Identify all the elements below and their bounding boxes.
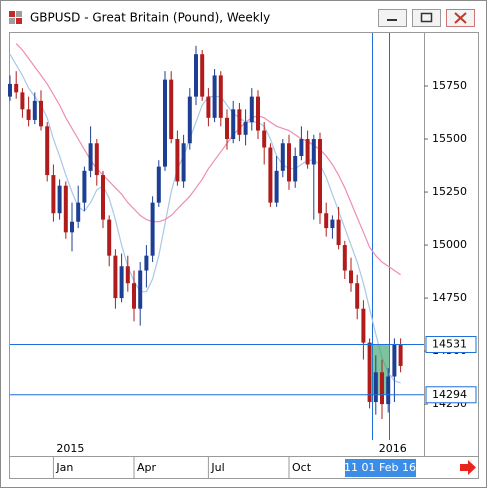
candle-body [293, 155, 298, 182]
scroll-arrow[interactable] [460, 460, 476, 475]
candle-body [243, 122, 248, 135]
candle-body [76, 202, 81, 222]
crosshair-date: 11 01 Feb 16 [344, 461, 416, 474]
y-tick-label: 15000 [432, 238, 467, 251]
candle-body [237, 109, 242, 135]
candle-body [367, 342, 372, 402]
candle-body [268, 147, 273, 203]
candle-body [249, 96, 254, 123]
plot: 15750155001525015000147501450014250JanAp… [8, 43, 467, 478]
candle-body [181, 143, 186, 182]
candle-body [14, 83, 19, 93]
y-tick-label: 15250 [432, 185, 467, 198]
candle-body [218, 75, 223, 118]
price-label: 14531 [432, 338, 467, 351]
year-label: 2016 [379, 442, 407, 455]
candle-body [305, 139, 310, 165]
candle-body [94, 143, 99, 176]
candle-body [386, 376, 391, 405]
candle-body [355, 283, 360, 309]
price-label-box [425, 386, 477, 404]
ma-line [9, 53, 401, 384]
candle-body [330, 219, 335, 229]
candle-body [82, 170, 87, 203]
candle-body [132, 283, 136, 309]
candle-body [51, 175, 56, 214]
candle-body [88, 143, 93, 171]
y-tick-label: 15750 [432, 79, 467, 92]
candle-body [45, 126, 50, 176]
candle-body [39, 100, 43, 127]
candle-body [324, 213, 329, 229]
candle-body [125, 266, 130, 284]
candle-body [70, 221, 74, 233]
candle-body [262, 130, 267, 148]
candle-body [349, 270, 353, 284]
candle-body [156, 166, 161, 203]
candle-body [20, 92, 25, 110]
candle-body [256, 96, 260, 131]
year-label: 2015 [56, 442, 84, 455]
candle-body [212, 75, 217, 118]
candle-body [175, 139, 180, 182]
candle-body [280, 143, 285, 171]
candle-body [119, 266, 124, 299]
overlay: 14531 14294 11 01 Feb 16 [10, 336, 477, 477]
candle-body [225, 117, 229, 140]
candle-body [380, 372, 384, 405]
candle-body [373, 372, 378, 402]
candle-body [287, 143, 291, 182]
y-tick-label: 14750 [432, 291, 467, 304]
candle-body [113, 255, 118, 299]
candle-body [194, 54, 198, 97]
candle-body [187, 96, 192, 144]
app-icon [9, 11, 22, 24]
candle-body [150, 202, 155, 256]
candle-body [101, 175, 105, 220]
y-tick-label: 15500 [432, 132, 467, 145]
candle-body [107, 219, 112, 256]
ma-line [15, 43, 401, 276]
candle-body [63, 185, 68, 233]
candle-body [231, 109, 236, 140]
candle-body [342, 245, 347, 271]
x-tick-label: Apr [137, 461, 157, 474]
candle-body [206, 96, 211, 118]
close-button[interactable] [446, 9, 475, 27]
candle-body [32, 100, 37, 120]
minimize-button[interactable] [378, 9, 407, 27]
candle-body [392, 344, 397, 377]
candle-body [138, 270, 143, 309]
x-tick-label: Oct [292, 461, 312, 474]
maximize-button[interactable] [412, 9, 441, 27]
crosshair-date-box [345, 459, 416, 477]
candle-body [200, 54, 205, 97]
price-label: 14294 [432, 388, 467, 401]
candle-body [336, 219, 341, 246]
window-title: GBPUSD - Great Britain (Pound), Weekly [30, 11, 270, 25]
price-label-box [425, 336, 477, 354]
candle-body [144, 255, 149, 271]
candle-body [318, 139, 322, 214]
candle-body [8, 83, 12, 97]
candle-body [169, 79, 174, 140]
x-tick-label: Jul [210, 461, 224, 474]
candle-body [299, 139, 304, 156]
candle-body [398, 344, 403, 366]
x-tick-label: Jan [55, 461, 73, 474]
candle-body [361, 308, 366, 343]
candle-body [311, 139, 316, 165]
chart-frame [9, 32, 479, 479]
candle-body [26, 109, 31, 120]
candle-body [274, 170, 279, 203]
candle-body [57, 185, 62, 214]
candle-body [163, 79, 167, 167]
